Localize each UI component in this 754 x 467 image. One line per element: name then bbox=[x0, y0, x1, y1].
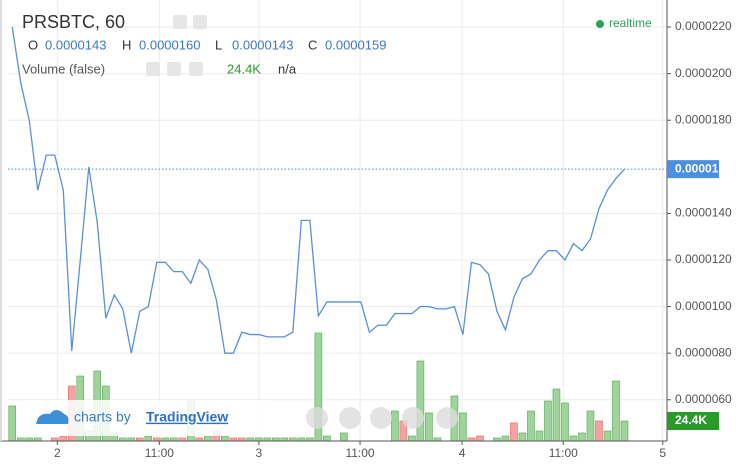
scroll-left[interactable] bbox=[306, 407, 328, 429]
reset[interactable] bbox=[370, 407, 392, 429]
volume-bar bbox=[586, 410, 595, 442]
watermark-prefix: charts by bbox=[74, 409, 131, 425]
study-extra: n/a bbox=[278, 61, 297, 76]
volume-bar bbox=[552, 388, 561, 442]
volume-bar bbox=[204, 435, 212, 442]
last-price-box bbox=[667, 160, 719, 179]
grid-layer bbox=[8, 0, 667, 441]
watermark-brand[interactable]: TradingView bbox=[146, 409, 228, 425]
study-value: 24.4K bbox=[227, 61, 261, 76]
hide-button[interactable] bbox=[173, 15, 187, 29]
volume-bar bbox=[569, 435, 578, 442]
volume-bar bbox=[144, 435, 153, 442]
volume-bar bbox=[620, 420, 629, 442]
volume-bar bbox=[603, 430, 612, 442]
y-tick-label: 0.0000220 bbox=[675, 19, 732, 33]
volume-bar bbox=[459, 412, 467, 442]
volume-bar bbox=[535, 430, 544, 442]
nav-buttons bbox=[306, 407, 458, 429]
volume-bar bbox=[425, 412, 433, 442]
x-tick-label: 11:00 bbox=[145, 446, 174, 460]
volume-bar bbox=[476, 435, 484, 442]
x-tick-label: 11:00 bbox=[549, 446, 578, 460]
last-volume-box bbox=[667, 411, 719, 430]
volume-bar bbox=[340, 432, 348, 442]
x-tick-label: 2 bbox=[54, 446, 61, 460]
x-tick-label: 4 bbox=[459, 446, 466, 460]
volume-bar bbox=[416, 360, 425, 442]
volume-bar bbox=[518, 432, 527, 442]
price-line bbox=[11, 26, 625, 354]
volume-bar bbox=[612, 380, 620, 442]
ohlc-key: L bbox=[215, 37, 222, 52]
study-remove[interactable] bbox=[189, 62, 203, 76]
volume-bar bbox=[408, 435, 416, 442]
volume-bar bbox=[323, 435, 331, 442]
zoom-out[interactable] bbox=[339, 407, 361, 429]
y-tick-label: 0.0000060 bbox=[675, 392, 732, 406]
ohlc-key: O bbox=[28, 37, 38, 52]
ohlc-value: 0.0000143 bbox=[45, 37, 106, 52]
study-hide[interactable] bbox=[146, 62, 160, 76]
volume-bar bbox=[544, 400, 552, 442]
y-tick-label: 0.0000080 bbox=[675, 345, 732, 359]
ohlc-key: C bbox=[308, 37, 317, 52]
watermark-bg bbox=[28, 400, 270, 436]
volume-bar bbox=[391, 410, 399, 442]
volume-bar bbox=[221, 435, 229, 442]
x-tick-label: 3 bbox=[256, 446, 263, 460]
left-border bbox=[0, 0, 2, 441]
volume-bar bbox=[578, 432, 586, 442]
volume-bar bbox=[59, 435, 68, 442]
last-price-label: 0.0000159 bbox=[675, 161, 732, 175]
realtime-label: realtime bbox=[609, 16, 652, 30]
settings-button[interactable] bbox=[193, 15, 207, 29]
y-tick-label: 0.0000120 bbox=[675, 252, 732, 266]
watermark-logo bbox=[36, 410, 69, 424]
volume-bar bbox=[595, 420, 603, 442]
volume-bar bbox=[561, 402, 569, 442]
y-tick-label: 0.0000200 bbox=[675, 66, 732, 80]
study-name[interactable]: Volume (false) bbox=[22, 61, 105, 76]
y-tick-label: 0.0000180 bbox=[675, 112, 732, 126]
y-tick-label: 0.0000100 bbox=[675, 299, 732, 313]
zoom-in[interactable] bbox=[402, 407, 424, 429]
y-tick-label: 0.0000140 bbox=[675, 206, 732, 220]
ohlc-key: H bbox=[122, 37, 131, 52]
x-tick-label: 5 bbox=[659, 446, 666, 460]
study-settings[interactable] bbox=[167, 62, 181, 76]
axes-layer: 0.0000060 0.0000080 0.0000100 0.0000120 0.00… bbox=[54, 19, 732, 460]
x-tick-label: 11:00 bbox=[345, 446, 374, 460]
symbol-title: PRSBTC, 60 bbox=[22, 12, 125, 32]
price-layer bbox=[8, 26, 667, 354]
volume-bar bbox=[527, 410, 535, 442]
ohlc-value: 0.0000159 bbox=[325, 37, 386, 52]
ohlc-value: 0.0000160 bbox=[139, 37, 200, 52]
realtime-dot bbox=[596, 20, 604, 28]
volume-bar bbox=[510, 422, 518, 442]
last-volume-label: 24.4K bbox=[675, 413, 707, 427]
scroll-right[interactable] bbox=[436, 407, 458, 429]
ohlc-value: 0.0000143 bbox=[232, 37, 293, 52]
volume-bar bbox=[8, 405, 17, 442]
volume-bar bbox=[501, 435, 510, 442]
